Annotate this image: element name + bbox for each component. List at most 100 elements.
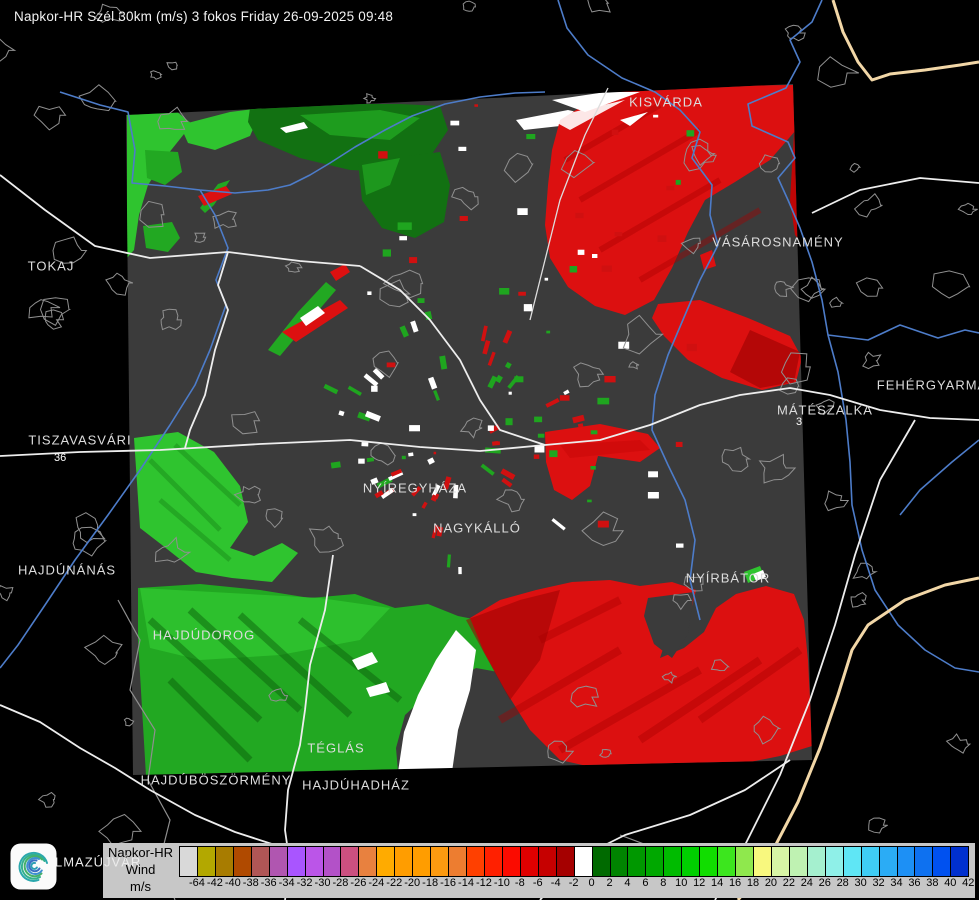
legend-swatch: 28: [825, 847, 849, 889]
legend-tick-label: 12: [693, 877, 706, 889]
legend-tick-label: -10: [493, 877, 510, 889]
settlement-boundaries: [0, 0, 978, 846]
legend-swatch: 4: [610, 847, 631, 889]
legend-tick-label: -16: [440, 877, 457, 889]
legend-tick-label: 24: [800, 877, 813, 889]
legend-swatch: -38: [233, 847, 259, 889]
legend-swatch: 38: [915, 847, 939, 889]
legend-tick-label: 6: [642, 877, 649, 889]
legend-swatch: -22: [377, 847, 402, 889]
legend-tick-label: 34: [890, 877, 903, 889]
legend-tick-label: -32: [296, 877, 313, 889]
legend-label-block: Napkor-HR Wind m/s: [103, 843, 178, 898]
legend-swatch: 34: [879, 847, 903, 889]
legend-swatch: 12: [682, 847, 705, 889]
legend-swatch: -20: [395, 847, 420, 889]
legend-tick-label: -24: [368, 877, 385, 889]
legend-tick-label: -28: [332, 877, 349, 889]
spiral-logo-icon: [10, 843, 57, 890]
legend-tick-label: -22: [386, 877, 403, 889]
legend-swatch: -26: [341, 847, 366, 889]
legend-tick-label: -12: [475, 877, 492, 889]
met-spiral-logo: [10, 843, 57, 890]
legend-swatch: 24: [789, 847, 813, 889]
legend-tick-label: 42: [962, 877, 975, 889]
legend-swatch: -24: [359, 847, 384, 889]
legend-swatch: -12: [467, 847, 492, 889]
legend-swatch: -30: [305, 847, 330, 889]
legend-color-strip: -64 -42 -40 -38 -36 -34 -32 -30 -28 -26 -24 -22 -20-…: [179, 846, 974, 889]
legend-swatch: 30: [843, 847, 867, 889]
legend-tick-label: 18: [746, 877, 760, 889]
legend-tick-label: -42: [206, 877, 223, 889]
legend-swatch: 18: [736, 847, 759, 889]
legend-parameter-name: Wind: [125, 862, 156, 878]
legend-swatch: -32: [287, 847, 313, 889]
legend-swatch: 6: [628, 847, 648, 889]
legend-swatch: -14: [449, 847, 474, 889]
legend-swatch: -40: [215, 847, 241, 889]
legend-swatch: 16: [718, 847, 741, 889]
legend-swatch: -64: [180, 847, 205, 889]
legend-tick-label: 4: [624, 877, 631, 889]
legend-swatch: 10: [664, 847, 687, 889]
legend-tick-label: 20: [764, 877, 778, 889]
legend-tick-label: -26: [350, 877, 367, 889]
legend-swatch: 20: [754, 847, 777, 889]
legend-tick-label: -6: [532, 877, 543, 889]
legend-tick-label: -20: [404, 877, 421, 889]
legend-tick-label: -14: [458, 877, 474, 889]
legend-tick-label: 10: [675, 877, 688, 889]
legend-swatch: 8: [646, 847, 666, 889]
legend-tick-label: -64: [188, 877, 205, 889]
legend-tick-label: 2: [606, 877, 613, 889]
legend-tick-label: 38: [926, 877, 939, 889]
legend-tick-label: -38: [242, 877, 259, 889]
legend-product-name: Napkor-HR: [107, 845, 173, 861]
legend-swatch: 22: [771, 847, 795, 889]
product-title: Napkor-HR Szél 30km (m/s) 3 fokos Friday…: [14, 9, 394, 24]
legend-swatch: -8: [502, 847, 525, 889]
legend-tick-label: -40: [224, 877, 241, 889]
legend-tick-label: -8: [514, 877, 525, 889]
legend-tick-label: 40: [944, 877, 957, 889]
legend-tick-label: 32: [872, 877, 885, 889]
legend-tick-label: -4: [550, 877, 561, 889]
legend-swatch: -34: [269, 847, 295, 889]
legend-units: m/s: [130, 878, 151, 894]
legend-swatch: 26: [807, 847, 831, 889]
legend-swatch: 42: [951, 847, 974, 889]
legend-swatch: 36: [897, 847, 921, 889]
legend-swatch: 0: [574, 847, 595, 889]
legend-tick-label: 0: [588, 877, 595, 889]
legend-swatch: -18: [413, 847, 438, 889]
legend-tick-label: 14: [711, 877, 724, 889]
legend-tick-label: -30: [314, 877, 331, 889]
legend-swatch: -16: [431, 847, 456, 889]
legend-swatch: 2: [592, 847, 613, 889]
legend-tick-label: 26: [818, 877, 831, 889]
legend-tick-label: 28: [836, 877, 849, 889]
legend-swatch: -10: [484, 847, 510, 889]
legend-swatch: -2: [556, 847, 579, 889]
legend-tick-label: -2: [568, 877, 579, 889]
legend-swatch: -6: [520, 847, 543, 889]
color-scale-legend: Napkor-HR Wind m/s -64 -42 -40 -38 -36 -34 -32…: [103, 843, 975, 898]
legend-tick-label: 30: [854, 877, 867, 889]
legend-tick-label: 36: [908, 877, 921, 889]
radar-echo-layer: [127, 85, 812, 775]
legend-swatch: 40: [933, 847, 956, 889]
legend-swatch: -28: [323, 847, 348, 889]
legend-swatch: -42: [197, 847, 223, 889]
legend-tick-label: 16: [728, 877, 742, 889]
legend-swatch: 14: [700, 847, 723, 889]
legend-tick-label: 22: [782, 877, 795, 889]
legend-tick-label: 8: [660, 877, 667, 889]
legend-tick-label: -18: [422, 877, 439, 889]
legend-swatch: -4: [538, 847, 561, 889]
legend-swatch: -36: [251, 847, 277, 889]
legend-tick-label: -34: [278, 877, 295, 889]
legend-tick-label: -36: [260, 877, 277, 889]
